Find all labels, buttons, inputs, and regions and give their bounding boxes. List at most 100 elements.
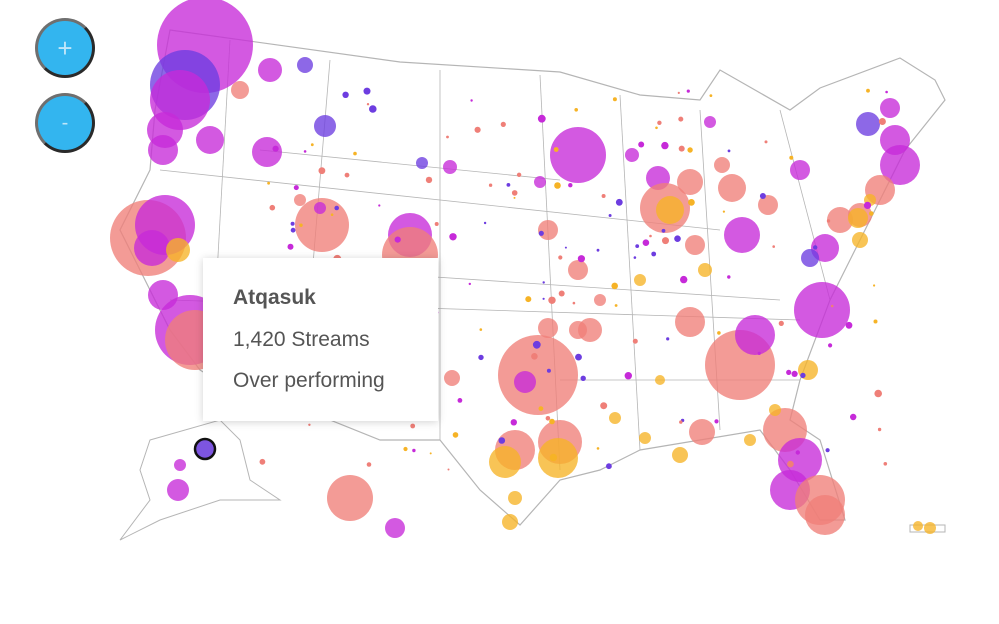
- city-bubble[interactable]: [848, 208, 868, 228]
- selected-point-atqasuk[interactable]: [193, 437, 217, 461]
- city-dot[interactable]: [863, 201, 872, 209]
- city-dot[interactable]: [787, 460, 794, 468]
- city-dot[interactable]: [759, 193, 766, 199]
- city-dot[interactable]: [549, 418, 555, 425]
- city-dot[interactable]: [709, 94, 713, 97]
- city-dot[interactable]: [545, 416, 551, 421]
- city-dot[interactable]: [299, 223, 303, 227]
- city-dot[interactable]: [572, 301, 576, 305]
- city-bubble[interactable]: [794, 282, 850, 338]
- city-dot[interactable]: [635, 244, 640, 249]
- city-bubble[interactable]: [550, 127, 606, 183]
- city-dot[interactable]: [615, 198, 623, 206]
- city-dot[interactable]: [531, 353, 538, 360]
- city-dot[interactable]: [791, 370, 798, 377]
- city-dot[interactable]: [513, 196, 516, 199]
- city-dot[interactable]: [290, 221, 295, 226]
- city-dot[interactable]: [449, 233, 457, 241]
- city-dot[interactable]: [614, 304, 618, 307]
- city-dot[interactable]: [287, 243, 294, 250]
- city-dot[interactable]: [344, 172, 350, 178]
- city-dot[interactable]: [688, 199, 695, 206]
- city-bubble[interactable]: [698, 263, 712, 277]
- city-bubble[interactable]: [148, 135, 178, 165]
- city-dot[interactable]: [600, 402, 608, 410]
- city-dot[interactable]: [651, 251, 657, 257]
- city-dot[interactable]: [488, 183, 493, 187]
- city-dot[interactable]: [267, 181, 270, 185]
- city-dot[interactable]: [687, 147, 693, 153]
- city-dot[interactable]: [874, 389, 882, 398]
- city-bubble[interactable]: [704, 116, 716, 128]
- city-dot[interactable]: [318, 167, 326, 175]
- city-dot[interactable]: [546, 368, 551, 373]
- city-dot[interactable]: [334, 205, 340, 211]
- city-bubble[interactable]: [769, 404, 781, 416]
- city-dot[interactable]: [410, 423, 416, 429]
- city-bubble[interactable]: [568, 260, 588, 280]
- city-bubble[interactable]: [416, 157, 428, 169]
- city-bubble[interactable]: [508, 491, 522, 505]
- city-dot[interactable]: [378, 204, 381, 207]
- city-dot[interactable]: [624, 372, 632, 380]
- city-dot[interactable]: [678, 116, 684, 122]
- city-bubble[interactable]: [880, 98, 900, 118]
- city-dot[interactable]: [468, 282, 471, 286]
- city-dot[interactable]: [778, 320, 784, 326]
- city-bubble[interactable]: [252, 137, 282, 167]
- city-dot[interactable]: [537, 114, 546, 123]
- city-dot[interactable]: [446, 135, 449, 139]
- city-dot[interactable]: [308, 423, 311, 426]
- city-dot[interactable]: [342, 91, 349, 99]
- city-bubble[interactable]: [714, 157, 730, 173]
- city-dot[interactable]: [538, 230, 544, 236]
- city-dot[interactable]: [303, 150, 307, 153]
- city-bubble[interactable]: [790, 160, 810, 180]
- city-bubble[interactable]: [689, 419, 715, 445]
- city-bubble[interactable]: [231, 81, 249, 99]
- city-dot[interactable]: [633, 256, 637, 259]
- city-dot[interactable]: [601, 194, 606, 198]
- city-dot[interactable]: [549, 453, 558, 462]
- city-dot[interactable]: [772, 245, 775, 248]
- city-dot[interactable]: [757, 351, 761, 355]
- city-dot[interactable]: [369, 105, 377, 113]
- city-bubble[interactable]: [924, 522, 936, 534]
- city-dot[interactable]: [542, 297, 545, 300]
- city-dot[interactable]: [498, 437, 506, 444]
- city-dot[interactable]: [580, 375, 586, 381]
- city-bubble[interactable]: [685, 235, 705, 255]
- city-bubble[interactable]: [134, 230, 170, 266]
- city-bubble[interactable]: [594, 294, 606, 306]
- city-dot[interactable]: [632, 338, 638, 344]
- city-dot[interactable]: [330, 213, 334, 216]
- city-dot[interactable]: [269, 204, 276, 211]
- city-dot[interactable]: [363, 87, 371, 95]
- city-dot[interactable]: [564, 246, 567, 249]
- city-dot[interactable]: [786, 369, 792, 375]
- city-dot[interactable]: [825, 448, 830, 453]
- city-bubble[interactable]: [675, 307, 705, 337]
- city-dot[interactable]: [727, 149, 731, 153]
- city-dot[interactable]: [425, 176, 433, 184]
- city-bubble[interactable]: [880, 145, 920, 185]
- city-dot[interactable]: [826, 219, 831, 223]
- city-dot[interactable]: [542, 281, 545, 284]
- city-bubble[interactable]: [258, 58, 282, 82]
- city-dot[interactable]: [612, 97, 617, 102]
- city-bubble[interactable]: [856, 112, 880, 136]
- city-dot[interactable]: [434, 222, 439, 226]
- city-dot[interactable]: [470, 99, 473, 102]
- city-bubble[interactable]: [196, 126, 224, 154]
- city-bubble[interactable]: [801, 249, 819, 267]
- city-dot[interactable]: [828, 343, 833, 348]
- city-dot[interactable]: [885, 90, 888, 94]
- city-bubble[interactable]: [534, 176, 546, 188]
- city-bubble[interactable]: [538, 438, 578, 478]
- city-dot[interactable]: [866, 88, 870, 93]
- city-dot[interactable]: [558, 290, 565, 297]
- city-dot[interactable]: [873, 319, 878, 324]
- city-dot[interactable]: [290, 227, 296, 233]
- city-bubble[interactable]: [295, 198, 349, 252]
- city-dot[interactable]: [813, 245, 818, 250]
